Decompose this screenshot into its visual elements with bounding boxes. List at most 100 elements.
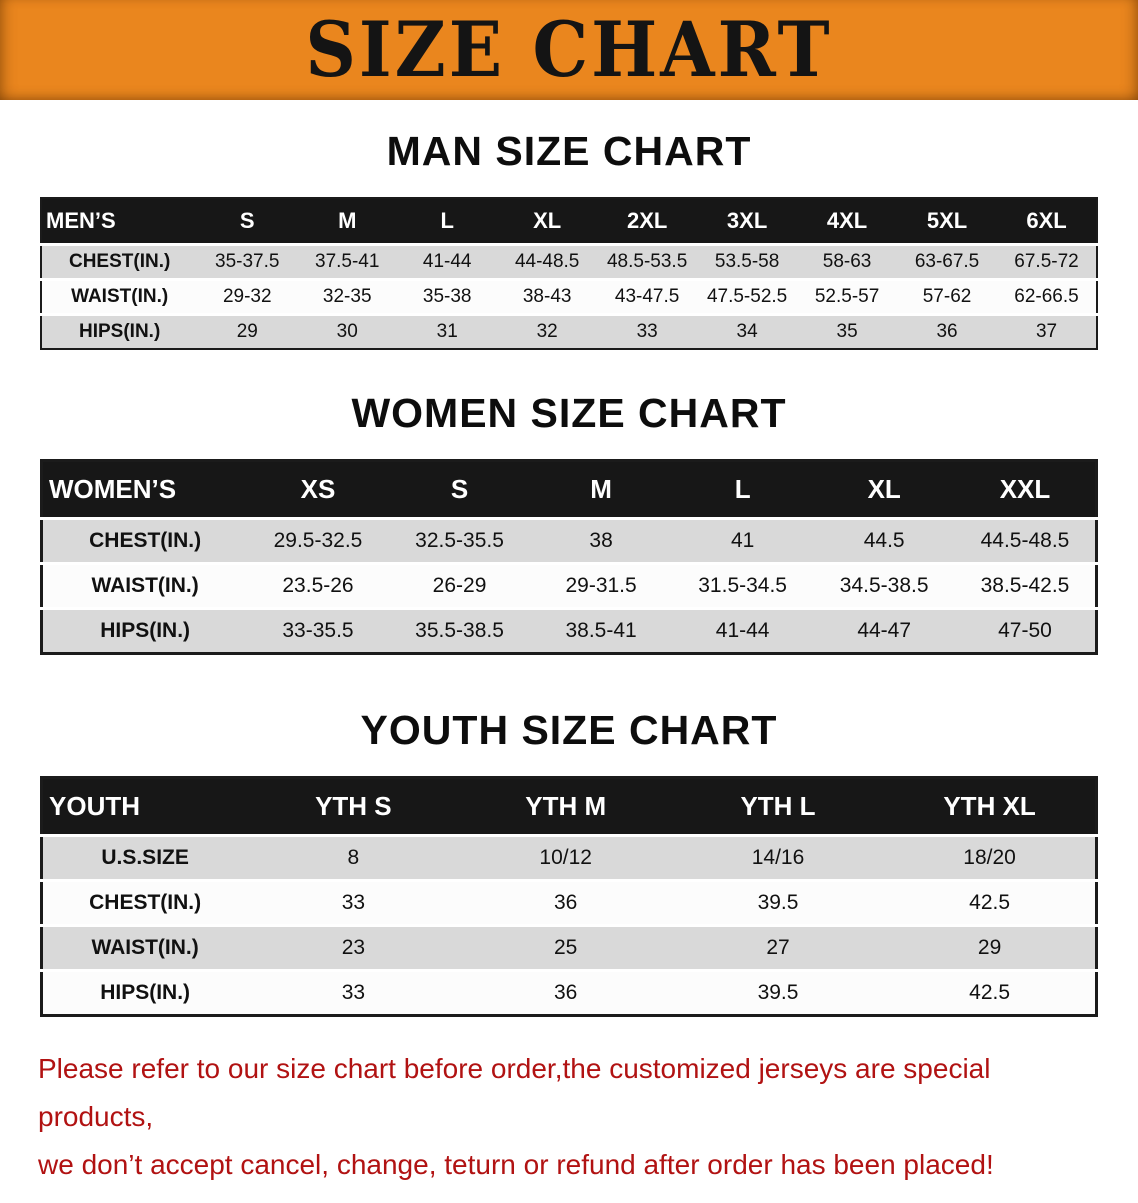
mens-size-header: S <box>197 198 298 245</box>
mens-value-cell: 37 <box>997 313 1097 349</box>
size-chart-banner: SIZE CHART <box>0 0 1138 100</box>
mens-value-cell: 57-62 <box>897 278 998 315</box>
womens-size-table: WOMEN’S XS S M L XL XXL CHEST(IN.) 29.5-32.5 32.5… <box>40 459 1098 655</box>
womens-value-cell: 33-35.5 <box>247 607 389 654</box>
youth-value-cell: 25 <box>459 924 672 971</box>
youth-section-title: YOUTH SIZE CHART <box>360 707 778 753</box>
womens-value-cell: 38.5-41 <box>530 607 672 654</box>
mens-row-label: HIPS(IN.) <box>41 313 198 349</box>
youth-value-cell: 36 <box>459 879 672 926</box>
mens-value-cell: 47.5-52.5 <box>697 278 798 315</box>
womens-value-cell: 41 <box>671 517 814 564</box>
mens-value-cell: 44-48.5 <box>497 243 598 280</box>
banner-title: SIZE CHART <box>305 4 833 95</box>
womens-size-header: M <box>530 460 672 519</box>
womens-value-cell: 44.5-48.5 <box>954 517 1097 564</box>
mens-value-cell: 52.5-57 <box>797 278 898 315</box>
mens-table-row: WAIST(IN.) 29-32 32-35 35-38 38-43 43-47.5 47.… <box>41 278 1097 315</box>
mens-row-label: WAIST(IN.) <box>41 278 198 315</box>
mens-size-header: 6XL <box>997 198 1097 245</box>
mens-value-cell: 37.5-41 <box>297 243 398 280</box>
womens-row-label: HIPS(IN.) <box>41 607 248 654</box>
mens-value-cell: 38-43 <box>497 278 598 315</box>
mens-value-cell: 33 <box>597 313 698 349</box>
womens-row-label: WAIST(IN.) <box>41 562 248 609</box>
youth-table-row: CHEST(IN.) 33 36 39.5 42.5 <box>41 879 1097 926</box>
youth-size-chart-section: YOUTH SIZE CHART YOUTH YTH S YTH M YTH L YTH … <box>0 707 1138 1017</box>
mens-value-cell: 35-38 <box>397 278 498 315</box>
womens-size-chart-section: WOMEN SIZE CHART WOMEN’S XS S M L XL XXL CHEST(I… <box>0 390 1138 655</box>
mens-value-cell: 43-47.5 <box>597 278 698 315</box>
youth-row-label: CHEST(IN.) <box>41 879 248 926</box>
womens-table-row: CHEST(IN.) 29.5-32.5 32.5-35.5 38 41 44.5 44.5… <box>41 517 1097 564</box>
mens-value-cell: 53.5-58 <box>697 243 798 280</box>
mens-size-header: 5XL <box>897 198 998 245</box>
youth-size-table: YOUTH YTH S YTH M YTH L YTH XL U.S.SIZE 8 10/12… <box>40 776 1098 1017</box>
womens-header-row: WOMEN’S XS S M L XL XXL <box>41 460 1097 519</box>
womens-size-header: XXL <box>954 460 1097 519</box>
womens-table-row: WAIST(IN.) 23.5-26 26-29 29-31.5 31.5-34.5 34… <box>41 562 1097 609</box>
mens-corner-label: MEN’S <box>41 198 198 245</box>
mens-size-header: L <box>397 198 498 245</box>
youth-value-cell: 42.5 <box>884 879 1097 926</box>
womens-section-title: WOMEN SIZE CHART <box>351 390 787 436</box>
youth-value-cell: 8 <box>247 834 460 881</box>
mens-size-header: XL <box>497 198 598 245</box>
mens-size-table: MEN’S S M L XL 2XL 3XL 4XL 5XL 6XL CHEST(IN.) 35-37… <box>40 197 1098 350</box>
charts-container: MAN SIZE CHART MEN’S S M L XL 2XL 3XL 4XL 5XL 6XL C… <box>0 100 1138 1017</box>
mens-header-row: MEN’S S M L XL 2XL 3XL 4XL 5XL 6XL <box>41 198 1097 245</box>
youth-value-cell: 10/12 <box>459 834 672 881</box>
youth-corner-label: YOUTH <box>41 777 248 836</box>
womens-row-label: CHEST(IN.) <box>41 517 248 564</box>
womens-size-header: S <box>388 460 531 519</box>
youth-value-cell: 39.5 <box>671 969 885 1016</box>
disclaimer-line-2: we don’t accept cancel, change, teturn o… <box>38 1149 994 1181</box>
womens-value-cell: 29.5-32.5 <box>247 517 389 564</box>
mens-value-cell: 35 <box>797 313 898 349</box>
youth-value-cell: 39.5 <box>671 879 885 926</box>
womens-value-cell: 26-29 <box>388 562 531 609</box>
youth-table-row: WAIST(IN.) 23 25 27 29 <box>41 924 1097 971</box>
youth-value-cell: 36 <box>459 969 672 1016</box>
mens-size-header: 3XL <box>697 198 798 245</box>
womens-value-cell: 29-31.5 <box>530 562 672 609</box>
youth-value-cell: 14/16 <box>671 834 885 881</box>
youth-value-cell: 29 <box>884 924 1097 971</box>
mens-value-cell: 32-35 <box>297 278 398 315</box>
youth-header-row: YOUTH YTH S YTH M YTH L YTH XL <box>41 777 1097 836</box>
mens-table-row: HIPS(IN.) 29 30 31 32 33 34 35 36 37 <box>41 313 1097 349</box>
mens-value-cell: 34 <box>697 313 798 349</box>
youth-row-label: HIPS(IN.) <box>41 969 248 1016</box>
youth-size-header: YTH L <box>671 777 885 836</box>
womens-value-cell: 32.5-35.5 <box>388 517 531 564</box>
womens-value-cell: 41-44 <box>671 607 814 654</box>
mens-value-cell: 29 <box>197 313 298 349</box>
youth-value-cell: 33 <box>247 879 460 926</box>
youth-value-cell: 27 <box>671 924 885 971</box>
mens-row-label: CHEST(IN.) <box>41 243 198 280</box>
youth-row-label: U.S.SIZE <box>41 834 248 881</box>
womens-value-cell: 23.5-26 <box>247 562 389 609</box>
mens-section-title: MAN SIZE CHART <box>386 128 752 174</box>
womens-value-cell: 38 <box>530 517 672 564</box>
mens-value-cell: 41-44 <box>397 243 498 280</box>
womens-value-cell: 47-50 <box>954 607 1097 654</box>
womens-value-cell: 44.5 <box>813 517 955 564</box>
youth-row-label: WAIST(IN.) <box>41 924 248 971</box>
womens-value-cell: 31.5-34.5 <box>671 562 814 609</box>
youth-value-cell: 18/20 <box>884 834 1097 881</box>
womens-table-row: HIPS(IN.) 33-35.5 35.5-38.5 38.5-41 41-44 44-… <box>41 607 1097 654</box>
youth-size-header: YTH S <box>247 777 460 836</box>
disclaimer: Please refer to our size chart before or… <box>0 1045 1138 1203</box>
mens-size-header: 2XL <box>597 198 698 245</box>
womens-corner-label: WOMEN’S <box>41 460 248 519</box>
womens-value-cell: 35.5-38.5 <box>388 607 531 654</box>
mens-value-cell: 63-67.5 <box>897 243 998 280</box>
womens-value-cell: 38.5-42.5 <box>954 562 1097 609</box>
mens-value-cell: 62-66.5 <box>997 278 1097 315</box>
mens-value-cell: 48.5-53.5 <box>597 243 698 280</box>
mens-value-cell: 67.5-72 <box>997 243 1097 280</box>
youth-value-cell: 33 <box>247 969 460 1016</box>
mens-size-header: M <box>297 198 398 245</box>
